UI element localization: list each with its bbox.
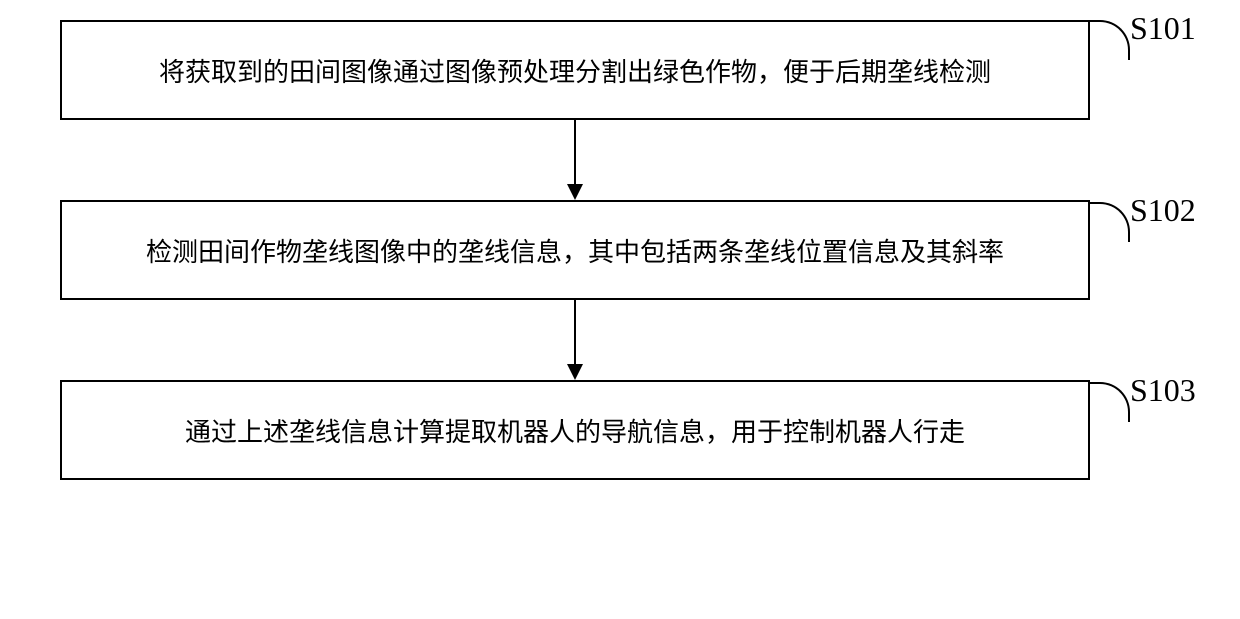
arrow-1-to-2 <box>60 120 1090 200</box>
arrow-line <box>574 120 576 185</box>
flow-step-1-text: 将获取到的田间图像通过图像预处理分割出绿色作物，便于后期垄线检测 <box>159 52 991 89</box>
arrow-head <box>567 364 583 380</box>
flow-step-2-text: 检测田间作物垄线图像中的垄线信息，其中包括两条垄线位置信息及其斜率 <box>146 232 1004 269</box>
arrow-head <box>567 184 583 200</box>
step-label-s102: S102 <box>1130 192 1196 229</box>
step-label-s103: S103 <box>1130 372 1196 409</box>
flow-step-3: 通过上述垄线信息计算提取机器人的导航信息，用于控制机器人行走 <box>60 380 1090 480</box>
flow-step-2: 检测田间作物垄线图像中的垄线信息，其中包括两条垄线位置信息及其斜率 <box>60 200 1090 300</box>
flow-step-1: 将获取到的田间图像通过图像预处理分割出绿色作物，便于后期垄线检测 <box>60 20 1090 120</box>
flow-step-3-text: 通过上述垄线信息计算提取机器人的导航信息，用于控制机器人行走 <box>185 412 965 449</box>
flowchart-container: 将获取到的田间图像通过图像预处理分割出绿色作物，便于后期垄线检测 检测田间作物垄… <box>60 20 1180 480</box>
step-label-s101: S101 <box>1130 10 1196 47</box>
arrow-2-to-3 <box>60 300 1090 380</box>
arrow-line <box>574 300 576 365</box>
